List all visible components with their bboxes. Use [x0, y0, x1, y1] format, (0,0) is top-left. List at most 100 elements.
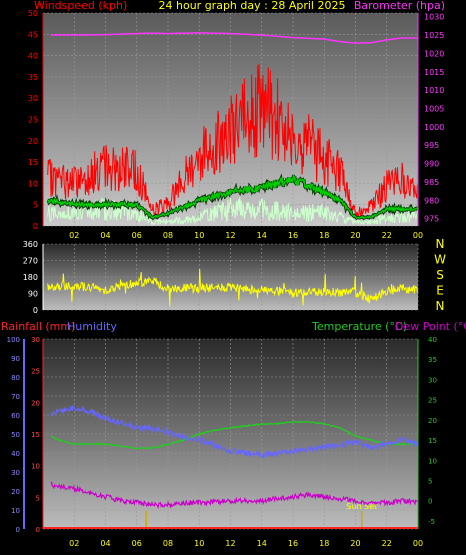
temperature-tick-label: 5 — [428, 477, 432, 485]
direction-tick-label: 270 — [23, 257, 38, 266]
windspeed-tick-label: 30 — [28, 94, 38, 103]
wind-series-group — [46, 32, 420, 226]
wind-plot-grid — [43, 12, 419, 227]
temperature-tick-label: 10 — [428, 457, 437, 465]
compass-label: N — [436, 299, 445, 313]
compass-label: N — [436, 237, 445, 251]
humidity-tick-label: 40 — [11, 450, 20, 458]
time-tick-label: 18 — [319, 539, 329, 548]
time-tick-label: 16 — [288, 539, 298, 548]
wind-average-line — [47, 174, 419, 220]
temperature-tick-label: 35 — [428, 356, 437, 364]
dewpoint-line — [50, 481, 419, 510]
time-tick-label: 06 — [132, 231, 142, 240]
rainfall-axis-title: Rainfall (mm) — [1, 320, 75, 333]
chart-title: 24 hour graph day : 28 April 2025 — [159, 0, 346, 12]
time-tick-label: 04 — [100, 539, 110, 548]
temperature-line — [50, 420, 419, 450]
barometer-axis: 1030 1025 1020 1015 1010 1005 1000 995 990 985 980… — [417, 13, 444, 226]
compass-label: W — [434, 253, 446, 267]
humidity-tick-label: 0 — [16, 526, 20, 534]
humidity-tick-label: 10 — [11, 507, 20, 515]
time-axis-bottom: 02 04 06 08 10 12 14 16 18 20 22 00 — [69, 539, 423, 548]
temperature-series-group: Sun Set — [43, 405, 419, 529]
time-tick-label: 22 — [382, 539, 392, 548]
humidity-line — [50, 405, 419, 459]
compass-label: E — [436, 284, 444, 298]
time-tick-label: 08 — [163, 539, 173, 548]
time-tick-label: 14 — [257, 231, 267, 240]
direction-series-group — [47, 268, 419, 307]
time-tick-label: 14 — [257, 539, 267, 548]
temperature-tick-label: -5 — [428, 518, 435, 526]
temperature-tick-label: 15 — [428, 437, 437, 445]
windspeed-tick-label: 5 — [33, 201, 38, 210]
rainfall-tick-label: 15 — [31, 431, 40, 439]
windspeed-axis-title: Windspeed (kph) — [34, 0, 127, 12]
barometer-tick-label: 1010 — [424, 86, 444, 95]
humidity-tick-label: 70 — [11, 393, 20, 401]
direction-tick-label: 90 — [28, 290, 38, 299]
time-tick-label: 02 — [69, 539, 79, 548]
humidity-tick-label: 90 — [11, 355, 20, 363]
temperature-tick-label: 0 — [428, 498, 432, 506]
humidity-tick-label: 30 — [11, 469, 20, 477]
time-tick-label: 00 — [413, 539, 423, 548]
humidity-tick-label: 50 — [11, 431, 20, 439]
barometer-tick-label: 1005 — [424, 104, 444, 113]
dewpoint-axis-title: Dew Point (°C) — [395, 320, 466, 333]
barometer-axis-title: Barometer (hpa) — [354, 0, 445, 12]
windspeed-tick-label: 15 — [28, 158, 38, 167]
windspeed-tick-label: 50 — [28, 9, 38, 18]
time-tick-label: 02 — [69, 231, 79, 240]
windspeed-tick-label: 45 — [28, 30, 38, 39]
humidity-tick-label: 80 — [11, 374, 20, 382]
rainfall-tick-label: 20 — [31, 399, 40, 407]
direction-tick-label: 0 — [33, 306, 38, 315]
barometer-tick-label: 995 — [424, 141, 439, 150]
humidity-tick-label: 100 — [7, 336, 20, 344]
time-tick-label: 00 — [413, 231, 423, 240]
rainfall-tick-label: 30 — [31, 336, 40, 344]
time-tick-label: 20 — [350, 539, 360, 548]
time-tick-label: 04 — [100, 231, 110, 240]
compass-label: S — [436, 268, 444, 282]
barometer-tick-label: 1025 — [424, 31, 444, 40]
time-tick-label: 08 — [163, 231, 173, 240]
time-tick-label: 18 — [319, 231, 329, 240]
windspeed-tick-label: 40 — [28, 52, 38, 61]
temperature-axis-title: Temperature (°C) — [311, 320, 407, 333]
direction-axis: 360 270 180 90 0 — [23, 240, 44, 315]
time-tick-label: 10 — [194, 539, 204, 548]
time-axis-top: 02 04 06 08 10 12 14 16 18 20 22 00 — [69, 231, 423, 240]
barometer-tick-label: 1030 — [424, 13, 444, 22]
temperature-tick-label: 40 — [428, 336, 437, 344]
temperature-axis: 40 35 30 25 20 15 10 5 0 -5 — [417, 336, 437, 529]
time-tick-label: 22 — [382, 231, 392, 240]
wind-direction-line — [47, 268, 419, 307]
time-tick-label: 20 — [350, 231, 360, 240]
humidity-tick-label: 60 — [11, 412, 20, 420]
barometer-tick-label: 985 — [424, 178, 439, 187]
rainfall-tick-label: 0 — [36, 526, 40, 534]
barometer-tick-label: 980 — [424, 196, 439, 205]
humidity-axis-title: Humidity — [67, 320, 117, 333]
time-tick-label: 10 — [194, 231, 204, 240]
barometer-tick-label: 990 — [424, 160, 439, 169]
windspeed-tick-label: 25 — [28, 116, 38, 125]
time-tick-label: 16 — [288, 231, 298, 240]
temperature-tick-label: 25 — [428, 397, 437, 405]
rainfall-axis: 30 25 20 15 10 5 0 — [31, 336, 44, 534]
time-tick-label: 12 — [225, 231, 235, 240]
rainfall-tick-label: 25 — [31, 368, 40, 376]
barometer-tick-label: 1020 — [424, 49, 444, 58]
sun-event-label: Sun Set — [346, 502, 377, 511]
humidity-tick-label: 20 — [11, 488, 20, 496]
temperature-tick-label: 30 — [428, 376, 437, 384]
windspeed-tick-label: 35 — [28, 73, 38, 82]
barometer-tick-label: 975 — [424, 215, 439, 224]
